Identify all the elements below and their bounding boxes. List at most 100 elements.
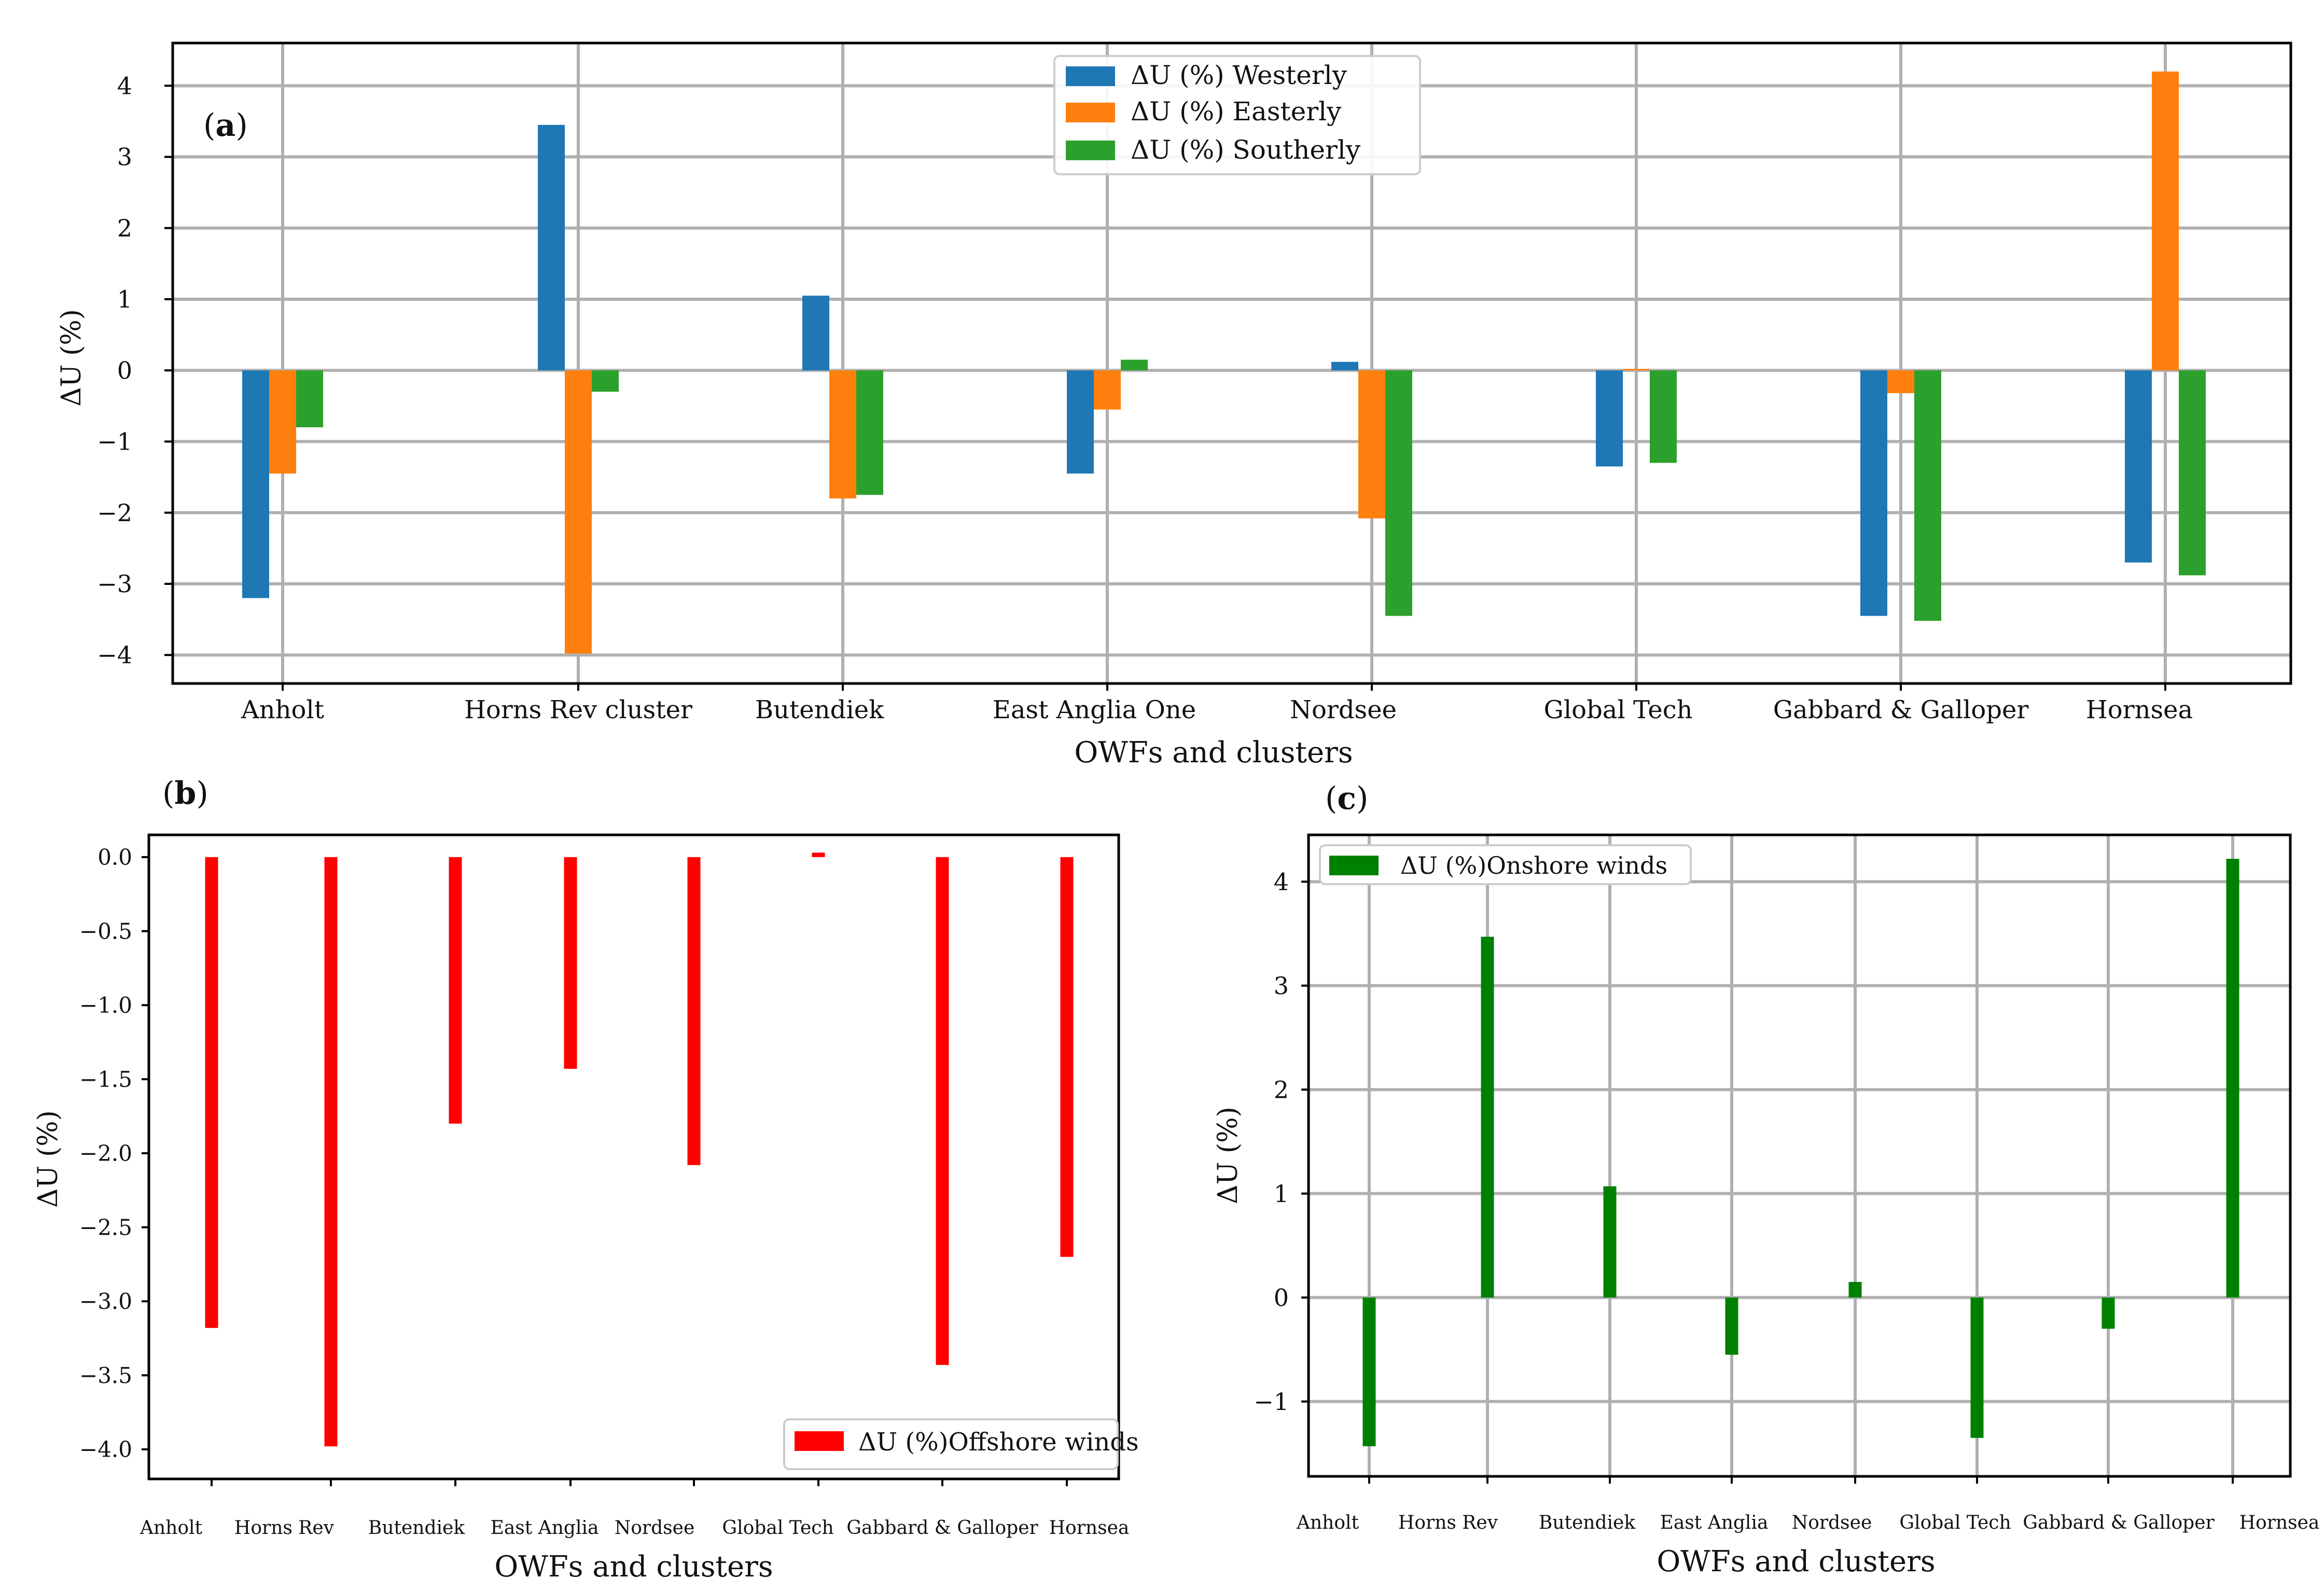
chart-c-xtick-label-east-anglia: East Anglia xyxy=(1660,1512,1769,1533)
legend-label-westerly: ΔU (%) Westerly xyxy=(1131,60,1347,90)
chart-a-xtick-label-global-tech: Global Tech xyxy=(1543,695,1692,724)
chart-b-ytick-label: −0.5 xyxy=(79,918,132,944)
chart-a-ytick-label: −3 xyxy=(97,570,132,598)
chart-b-ytick-label: −4.0 xyxy=(79,1437,132,1462)
chart-c-legend: ΔU (%)Onshore winds xyxy=(1319,844,1692,885)
chart-c-ytick-label: 2 xyxy=(1274,1076,1289,1104)
chart-a-xtick-label-horns-rev-cluster: Horns Rev cluster xyxy=(464,695,692,724)
chart-c-xtick-label-gabbard-galloper: Gabbard & Galloper xyxy=(2023,1512,2215,1533)
bar-u-easterly-east-anglia-one xyxy=(1094,370,1121,410)
chart-b-ytick-label: −1.0 xyxy=(79,993,132,1018)
chart-c-ytick-label: −1 xyxy=(1254,1388,1289,1416)
chart-c-xtick-label-butendiek: Butendiek xyxy=(1539,1512,1636,1533)
chart-a-ytick-label: −4 xyxy=(97,641,132,669)
bar-u-offshore-winds-hornsea xyxy=(1060,857,1074,1257)
chart-a-xtick-label-nordsee: Nordsee xyxy=(1290,695,1397,724)
bar-u-easterly-horns-rev-cluster xyxy=(565,370,592,654)
chart-c-grid xyxy=(1309,835,2290,1476)
chart-b: 0.0 −0.5 −1.0 −1.5 −2.0 −2.5 −3.0 −3.5 −4.0 Anhol… xyxy=(33,775,1139,1584)
chart-c-bars xyxy=(1362,859,2239,1446)
bar-u-easterly-anholt xyxy=(269,370,296,474)
chart-a-xtick-label-gabbard-galloper: Gabbard & Galloper xyxy=(1773,695,2029,724)
bar-u-westerly-horns-rev-cluster xyxy=(538,124,565,371)
chart-a-ytick-label: 3 xyxy=(117,143,132,171)
chart-c-ytick-label: 3 xyxy=(1274,972,1289,1000)
panel-label-a: (a) xyxy=(203,107,248,144)
chart-c-axes: 4 3 2 1 0 −1 Anholt Horns Rev Butendiek East Angl… xyxy=(1254,868,2319,1533)
bar-u-easterly-global-tech xyxy=(1623,369,1650,371)
bar-u-southerly-hornsea xyxy=(2179,370,2206,576)
bar-u-offshore-winds-nordsee xyxy=(687,857,701,1165)
chart-a-ytick-label: −2 xyxy=(97,499,132,527)
chart-b-xtick-label-butendiek: Butendiek xyxy=(368,1517,465,1539)
bar-u-onshore-winds-global-tech xyxy=(1970,1297,1984,1438)
chart-c-xtick-label-hornsea: Hornsea xyxy=(2239,1512,2320,1533)
legend-swatch-westerly xyxy=(1066,66,1115,86)
panel-label-c: (c) xyxy=(1325,780,1368,817)
bar-u-offshore-winds-butendiek xyxy=(449,857,462,1124)
chart-a-ytick-label: −1 xyxy=(97,428,132,456)
chart-b-xlabel: OWFs and clusters xyxy=(494,1550,773,1584)
chart-c-legend-box xyxy=(1319,844,1692,885)
chart-b-xtick-label-horns-rev: Horns Rev xyxy=(234,1517,335,1539)
chart-c-xtick-label-horns-rev: Horns Rev xyxy=(1398,1512,1498,1533)
legend-swatch-offshore xyxy=(795,1431,844,1451)
chart-a-legend: ΔU (%) Westerly ΔU (%) Easterly ΔU (%) S… xyxy=(1053,55,1421,175)
chart-c-xtick-label-global-tech: Global Tech xyxy=(1899,1512,2011,1533)
chart-a-ytick-label: 4 xyxy=(117,72,132,100)
legend-label-onshore: ΔU (%)Onshore winds xyxy=(1400,851,1667,879)
bar-u-easterly-hornsea xyxy=(2152,71,2179,371)
chart-a-xtick-label-hornsea: Hornsea xyxy=(2086,695,2193,724)
chart-b-ytick-label: −1.5 xyxy=(79,1067,132,1092)
bar-u-westerly-gabbard-galloper xyxy=(1860,370,1887,616)
bar-u-westerly-global-tech xyxy=(1596,370,1623,467)
chart-c-ylabel: ΔU (%) xyxy=(1213,1107,1244,1204)
chart-a: 4 3 2 1 0 −1 −2 −3 −4 Anholt Horns Rev cluster Bute… xyxy=(56,41,2292,770)
bar-u-onshore-winds-anholt xyxy=(1362,1297,1376,1446)
chart-c-ytick-label: 1 xyxy=(1274,1180,1289,1208)
bar-u-easterly-butendiek xyxy=(829,370,856,499)
bar-u-offshore-winds-east-anglia xyxy=(564,857,577,1069)
chart-a-legend-box xyxy=(1053,55,1421,175)
bar-u-southerly-global-tech xyxy=(1650,370,1677,463)
chart-a-xtick-label-east-anglia-one: East Anglia One xyxy=(993,695,1196,724)
chart-a-grid xyxy=(173,43,2291,683)
chart-b-legend-box xyxy=(783,1418,1119,1470)
bar-u-westerly-east-anglia-one xyxy=(1067,370,1094,474)
bar-u-southerly-horns-rev-cluster xyxy=(592,370,619,392)
chart-a-frame xyxy=(171,41,2292,685)
chart-a-xtick-label-butendiek: Butendiek xyxy=(755,695,884,724)
chart-c-xtick-label-nordsee: Nordsee xyxy=(1792,1512,1872,1533)
chart-b-xtick-label-nordsee: Nordsee xyxy=(615,1517,695,1539)
bar-u-offshore-winds-global-tech xyxy=(812,853,825,857)
bar-u-onshore-winds-nordsee xyxy=(1848,1282,1862,1298)
bar-u-southerly-anholt xyxy=(296,370,323,427)
bar-u-onshore-winds-gabbard-galloper xyxy=(2102,1297,2115,1329)
panel-label-b: (b) xyxy=(162,775,208,812)
chart-b-ylabel: ΔU (%) xyxy=(33,1110,64,1208)
chart-a-xtick-label-anholt: Anholt xyxy=(241,695,324,724)
bar-u-onshore-winds-horns-rev xyxy=(1481,937,1494,1298)
bar-u-offshore-winds-anholt xyxy=(205,857,218,1328)
chart-c-xlabel: OWFs and clusters xyxy=(1657,1545,1935,1579)
chart-c-ytick-label: 4 xyxy=(1274,868,1289,896)
legend-swatch-southerly xyxy=(1066,141,1115,160)
chart-a-xlabel: OWFs and clusters xyxy=(1074,736,1353,770)
bar-u-easterly-gabbard-galloper xyxy=(1887,370,1914,394)
bar-u-southerly-butendiek xyxy=(856,370,883,495)
chart-b-ytick-label: −2.5 xyxy=(79,1214,132,1240)
bar-u-onshore-winds-butendiek xyxy=(1603,1186,1617,1298)
legend-swatch-onshore xyxy=(1329,856,1379,875)
chart-a-axes: 4 3 2 1 0 −1 −2 −3 −4 Anholt Horns Rev cluster Bute… xyxy=(97,72,2193,724)
legend-label-offshore: ΔU (%)Offshore winds xyxy=(858,1428,1139,1457)
bar-u-westerly-hornsea xyxy=(2125,370,2152,563)
chart-b-ytick-label: −2.0 xyxy=(79,1141,132,1166)
chart-c-frame xyxy=(1307,833,2292,1478)
chart-b-xtick-label-hornsea: Hornsea xyxy=(1049,1517,1130,1539)
chart-b-legend: ΔU (%)Offshore winds xyxy=(783,1418,1139,1470)
chart-a-ylabel: ΔU (%) xyxy=(56,309,87,407)
chart-c: 4 3 2 1 0 −1 Anholt Horns Rev Butendiek East Angl… xyxy=(1213,780,2319,1579)
chart-b-bars xyxy=(205,853,1074,1447)
legend-swatch-easterly xyxy=(1066,103,1115,122)
